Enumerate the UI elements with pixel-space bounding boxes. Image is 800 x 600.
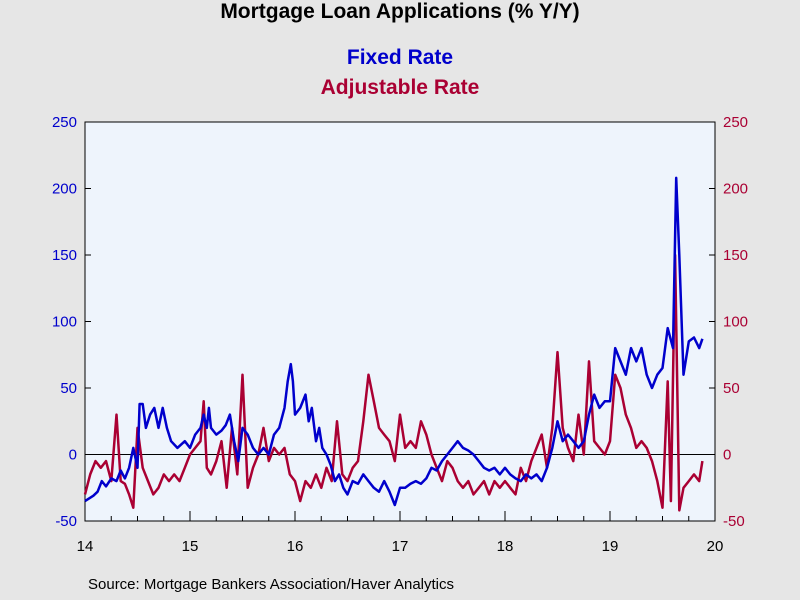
y-tick-label-right: 0 [723, 447, 731, 464]
y-tick-label-left: 200 [52, 181, 77, 198]
series-line-fixed-rate [84, 176, 704, 507]
y-tick-label-left: 0 [69, 447, 77, 464]
y-tick-label-left: -50 [55, 513, 77, 530]
y-tick-label-left: 250 [52, 114, 77, 131]
x-tick-label: 16 [287, 538, 304, 555]
y-tick-label-right: 250 [723, 114, 748, 131]
y-tick-label-right: 100 [723, 314, 748, 331]
y-tick-label-right: -50 [723, 513, 745, 530]
x-tick-label: 15 [182, 538, 199, 555]
x-tick-label: 17 [392, 538, 409, 555]
y-tick-label-left: 100 [52, 314, 77, 331]
plot-area [84, 121, 716, 522]
y-tick-label-right: 200 [723, 181, 748, 198]
y-tick-label-left: 50 [60, 380, 77, 397]
y-tick-label-right: 150 [723, 247, 748, 264]
legend-fixed-rate: Fixed Rate [346, 46, 454, 69]
legend-adjustable-rate: Adjustable Rate [320, 76, 480, 99]
y-tick-label-right: 50 [723, 380, 740, 397]
x-tick-label: 19 [602, 538, 619, 555]
y-tick-label-left: 150 [52, 247, 77, 264]
chart-title: Mortgage Loan Applications (% Y/Y) [220, 0, 580, 23]
x-tick-label: 18 [497, 538, 514, 555]
source-note: Source: Mortgage Bankers Association/Hav… [88, 576, 455, 593]
series-line-adjustable-rate [83, 253, 704, 512]
x-tick-label: 14 [77, 538, 94, 555]
x-tick-label: 20 [707, 538, 724, 555]
